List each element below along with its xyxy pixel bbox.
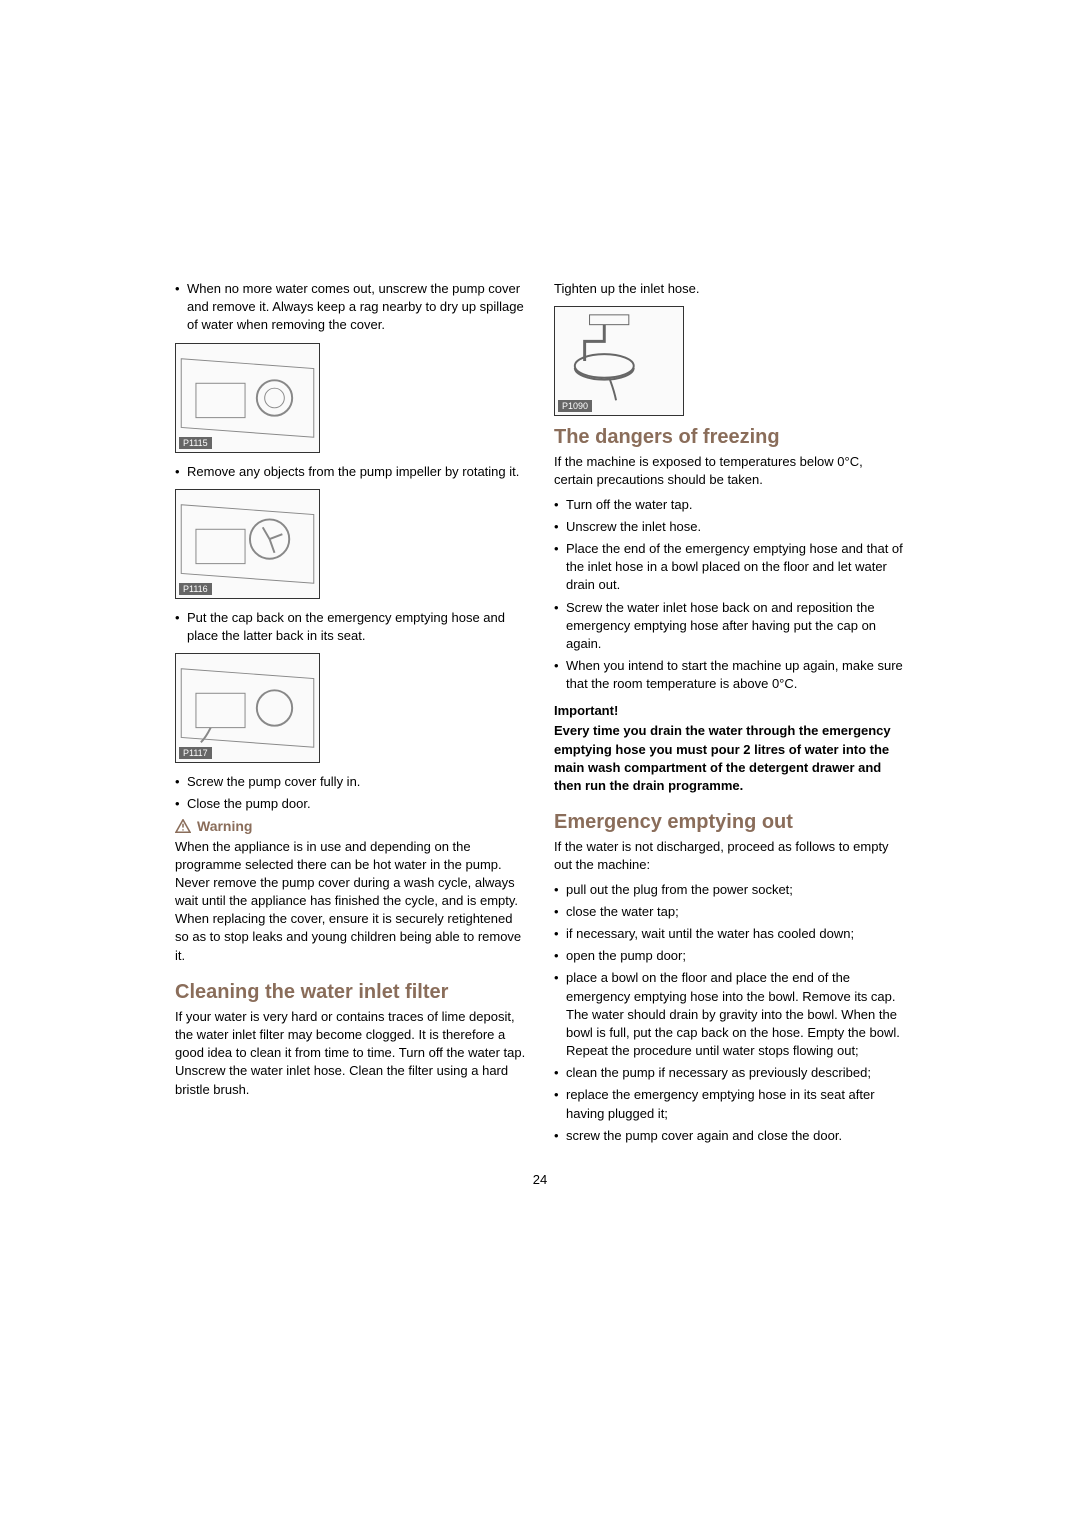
bullet-item: •Place the end of the emergency emptying…	[554, 540, 905, 595]
pump-illustration-icon	[176, 344, 319, 452]
bullet-dot: •	[554, 947, 566, 965]
bullet-text: Unscrew the inlet hose.	[566, 518, 905, 536]
important-paragraph: Every time you drain the water through t…	[554, 722, 905, 795]
bullet-text: When you intend to start the machine up …	[566, 657, 905, 693]
bullet-text: Remove any objects from the pump impelle…	[187, 463, 526, 481]
bullet-dot: •	[554, 657, 566, 693]
diagram-impeller: P1116	[175, 489, 320, 599]
bullet-item: •close the water tap;	[554, 903, 905, 921]
tighten-paragraph: Tighten up the inlet hose.	[554, 280, 905, 298]
bullet-item: •replace the emergency emptying hose in …	[554, 1086, 905, 1122]
diagram-cap-back: P1117	[175, 653, 320, 763]
emergency-paragraph: If the water is not discharged, proceed …	[554, 838, 905, 874]
bullet-text: Turn off the water tap.	[566, 496, 905, 514]
bullet-item: •pull out the plug from the power socket…	[554, 881, 905, 899]
cleaning-heading: Cleaning the water inlet filter	[175, 981, 526, 1004]
bullet-item: •screw the pump cover again and close th…	[554, 1127, 905, 1145]
emergency-heading: Emergency emptying out	[554, 811, 905, 834]
emergency-bullet-list: •pull out the plug from the power socket…	[554, 881, 905, 1145]
bullet-text: Place the end of the emergency emptying …	[566, 540, 905, 595]
diagram-pump-cover: P1115	[175, 343, 320, 453]
bullet-text: Close the pump door.	[187, 795, 526, 813]
bullet-item: •When you intend to start the machine up…	[554, 657, 905, 693]
warning-paragraph: When the appliance is in use and dependi…	[175, 838, 526, 965]
important-label: Important!	[554, 703, 905, 718]
bullet-dot: •	[175, 609, 187, 645]
bullet-text: pull out the plug from the power socket;	[566, 881, 905, 899]
bullet-item: •Turn off the water tap.	[554, 496, 905, 514]
bullet-item: •place a bowl on the floor and place the…	[554, 969, 905, 1060]
bullet-dot: •	[554, 496, 566, 514]
cap-illustration-icon	[176, 654, 319, 762]
bullet-item: •open the pump door;	[554, 947, 905, 965]
bullet-item: • Screw the pump cover fully in.	[175, 773, 526, 791]
bullet-dot: •	[554, 518, 566, 536]
right-column: Tighten up the inlet hose. P1090 The dan…	[554, 280, 905, 1149]
diagram-label: P1090	[558, 400, 592, 412]
warning-heading: Warning	[175, 818, 526, 834]
warning-triangle-icon	[175, 819, 191, 833]
bullet-item: • Remove any objects from the pump impel…	[175, 463, 526, 481]
bullet-item: • Close the pump door.	[175, 795, 526, 813]
bullet-text: replace the emergency emptying hose in i…	[566, 1086, 905, 1122]
bullet-dot: •	[175, 795, 187, 813]
bullet-text: When no more water comes out, unscrew th…	[187, 280, 526, 335]
cleaning-paragraph: If your water is very hard or contains t…	[175, 1008, 526, 1099]
bullet-dot: •	[554, 540, 566, 595]
bullet-text: if necessary, wait until the water has c…	[566, 925, 905, 943]
freezing-heading: The dangers of freezing	[554, 426, 905, 449]
bullet-item: • Put the cap back on the emergency empt…	[175, 609, 526, 645]
bullet-item: •if necessary, wait until the water has …	[554, 925, 905, 943]
freezing-bullet-list: •Turn off the water tap.•Unscrew the inl…	[554, 496, 905, 694]
bullet-dot: •	[554, 599, 566, 654]
freezing-paragraph: If the machine is exposed to temperature…	[554, 453, 905, 489]
diagram-label: P1115	[179, 437, 212, 449]
bullet-dot: •	[175, 280, 187, 335]
bullet-text: Put the cap back on the emergency emptyi…	[187, 609, 526, 645]
left-column: • When no more water comes out, unscrew …	[175, 280, 526, 1149]
bullet-text: Screw the water inlet hose back on and r…	[566, 599, 905, 654]
bullet-item: •Screw the water inlet hose back on and …	[554, 599, 905, 654]
bullet-dot: •	[554, 881, 566, 899]
bullet-text: close the water tap;	[566, 903, 905, 921]
bullet-text: place a bowl on the floor and place the …	[566, 969, 905, 1060]
impeller-illustration-icon	[176, 490, 319, 598]
bullet-dot: •	[554, 1064, 566, 1082]
tap-illustration-icon	[555, 307, 683, 415]
diagram-label: P1116	[179, 583, 212, 595]
bullet-item: •clean the pump if necessary as previous…	[554, 1064, 905, 1082]
bullet-dot: •	[554, 1127, 566, 1145]
bullet-dot: •	[554, 903, 566, 921]
bullet-text: screw the pump cover again and close the…	[566, 1127, 905, 1145]
bullet-dot: •	[554, 969, 566, 1060]
bullet-dot: •	[175, 773, 187, 791]
bullet-item: • When no more water comes out, unscrew …	[175, 280, 526, 335]
bullet-dot: •	[554, 1086, 566, 1122]
warning-title: Warning	[197, 818, 252, 834]
bullet-dot: •	[554, 925, 566, 943]
bullet-text: clean the pump if necessary as previousl…	[566, 1064, 905, 1082]
bullet-item: •Unscrew the inlet hose.	[554, 518, 905, 536]
diagram-inlet-hose: P1090	[554, 306, 684, 416]
bullet-text: Screw the pump cover fully in.	[187, 773, 526, 791]
bullet-dot: •	[175, 463, 187, 481]
diagram-label: P1117	[179, 747, 212, 759]
bullet-text: open the pump door;	[566, 947, 905, 965]
page-number: 24	[0, 1172, 1080, 1187]
